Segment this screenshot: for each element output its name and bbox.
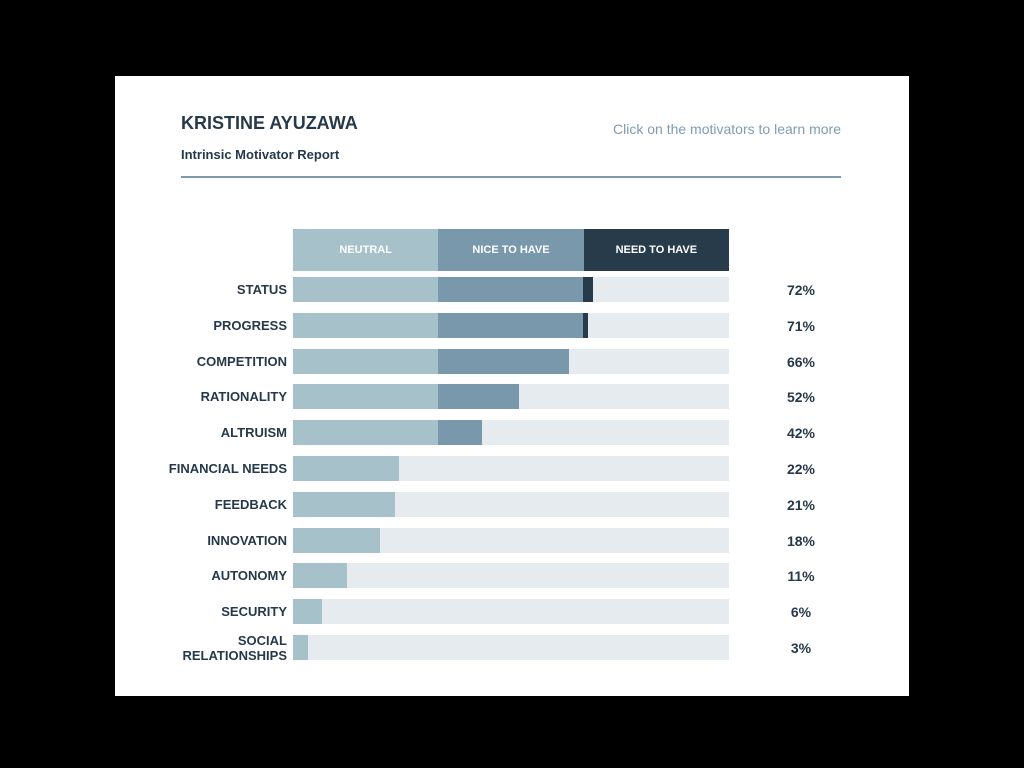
motivator-percent: 42% <box>786 424 816 441</box>
motivator-label[interactable]: COMPETITION <box>196 354 287 369</box>
motivator-bar[interactable] <box>293 528 729 553</box>
motivator-bar[interactable] <box>293 563 729 588</box>
neutral-segment <box>293 492 395 517</box>
report-subtitle: Intrinsic Motivator Report <box>181 147 340 162</box>
motivator-bar[interactable] <box>293 635 729 660</box>
motivator-row[interactable]: AUTONOMY 11% <box>115 563 909 588</box>
motivator-percent: 71% <box>786 317 816 334</box>
report-card: KRISTINE AYUZAWA Intrinsic Motivator Rep… <box>115 76 909 696</box>
motivator-row[interactable]: INNOVATION 18% <box>115 528 909 553</box>
need-to-have-segment <box>583 277 593 302</box>
motivator-percent: 72% <box>786 281 816 298</box>
motivator-label[interactable]: SECURITY <box>221 604 287 619</box>
neutral-segment <box>293 635 308 660</box>
motivator-row[interactable]: ALTRUISM 42% <box>115 420 909 445</box>
motivator-label[interactable]: SOCIAL RELATIONSHIPS <box>182 632 288 663</box>
motivator-row[interactable]: PROGRESS 71% <box>115 313 909 338</box>
neutral-segment <box>293 456 399 481</box>
legend-neutral: NEUTRAL <box>293 229 439 271</box>
motivator-row[interactable]: FEEDBACK 21% <box>115 492 909 517</box>
motivator-label[interactable]: INNOVATION <box>207 533 287 548</box>
motivator-row[interactable]: COMPETITION 66% <box>115 349 909 374</box>
neutral-segment <box>293 349 438 374</box>
motivator-bar[interactable] <box>293 349 729 374</box>
motivator-percent: 3% <box>790 639 812 656</box>
neutral-segment <box>293 528 380 553</box>
neutral-segment <box>293 563 347 588</box>
chart-legend: NEUTRAL NICE TO HAVE NEED TO HAVE <box>293 229 729 271</box>
nice-to-have-segment <box>438 313 583 338</box>
motivator-bar[interactable] <box>293 420 729 445</box>
legend-need-to-have: NEED TO HAVE <box>583 229 729 271</box>
motivator-bar[interactable] <box>293 277 729 302</box>
neutral-segment <box>293 277 438 302</box>
motivator-row[interactable]: SOCIAL RELATIONSHIPS 3% <box>115 633 909 663</box>
motivator-percent: 66% <box>786 353 816 370</box>
motivator-label[interactable]: FEEDBACK <box>214 497 287 512</box>
legend-nice-to-have: NICE TO HAVE <box>438 229 584 271</box>
neutral-segment <box>293 420 438 445</box>
motivator-bar[interactable] <box>293 456 729 481</box>
neutral-segment <box>293 599 322 624</box>
motivator-label[interactable]: STATUS <box>236 282 287 297</box>
neutral-segment <box>293 384 438 409</box>
header-divider <box>181 176 841 178</box>
nice-to-have-segment <box>438 384 519 409</box>
neutral-segment <box>293 313 438 338</box>
motivator-percent: 6% <box>790 603 812 620</box>
nice-to-have-segment <box>438 277 583 302</box>
motivator-percent: 18% <box>786 532 816 549</box>
motivator-label[interactable]: RATIONALITY <box>200 389 287 404</box>
motivator-row[interactable]: RATIONALITY 52% <box>115 384 909 409</box>
nice-to-have-segment <box>438 420 482 445</box>
motivator-percent: 22% <box>786 460 816 477</box>
motivator-percent: 11% <box>787 567 815 584</box>
motivator-percent: 21% <box>786 496 816 513</box>
motivator-label[interactable]: ALTRUISM <box>220 425 287 440</box>
motivator-percent: 52% <box>786 388 816 405</box>
motivator-label[interactable]: AUTONOMY <box>211 568 287 583</box>
nice-to-have-segment <box>438 349 569 374</box>
motivator-bar[interactable] <box>293 313 729 338</box>
motivator-label[interactable]: PROGRESS <box>213 318 287 333</box>
motivator-row[interactable]: SECURITY 6% <box>115 599 909 624</box>
person-name: KRISTINE AYUZAWA <box>181 113 358 133</box>
motivator-row[interactable]: STATUS 72% <box>115 277 909 302</box>
motivator-bar[interactable] <box>293 384 729 409</box>
motivator-bar[interactable] <box>293 599 729 624</box>
motivator-row[interactable]: FINANCIAL NEEDS 22% <box>115 456 909 481</box>
learn-more-hint: Click on the motivators to learn more <box>613 121 841 137</box>
motivator-bar[interactable] <box>293 492 729 517</box>
need-to-have-segment <box>583 313 588 338</box>
motivator-label[interactable]: FINANCIAL NEEDS <box>168 461 287 476</box>
